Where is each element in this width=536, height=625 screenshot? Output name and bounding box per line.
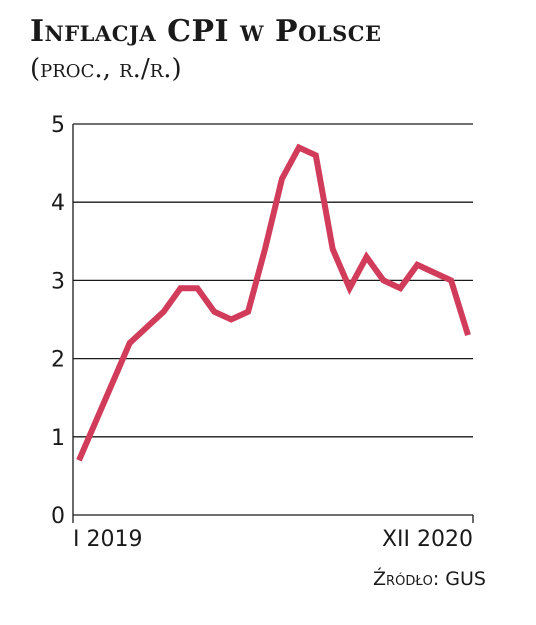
gridlines [73,123,473,438]
y-axis-ticks: 0 1 2 3 4 5 [51,113,65,529]
y-tick-label: 5 [51,113,65,138]
y-tick-label: 2 [51,348,65,373]
y-tick-label: 0 [51,504,65,529]
series-line [76,143,471,462]
y-tick-label: 1 [51,426,65,451]
x-tick-label: XII 2020 [382,527,473,552]
y-tick-label: 4 [51,191,65,216]
source-note: Źródło: GUS [373,568,486,590]
y-tick-label: 3 [51,269,65,294]
chart-title: Inflacja CPI w Polsce [30,14,382,49]
series-group [76,143,471,462]
chart-subtitle: (proc., r./r.) [30,54,182,84]
x-tick-label: I 2019 [73,527,142,552]
x-axis-ticks: I 2019 XII 2020 [72,515,474,552]
